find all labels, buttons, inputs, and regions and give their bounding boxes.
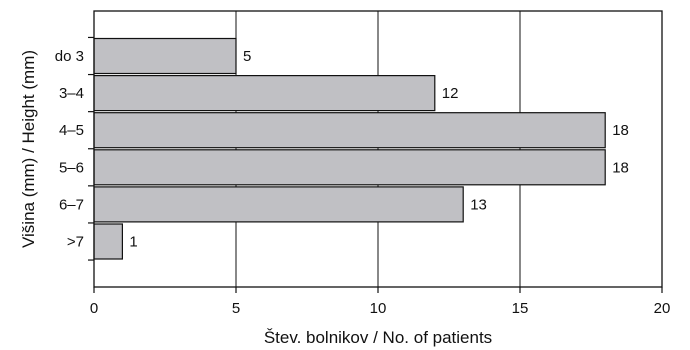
value-label-1: 12: [442, 85, 459, 102]
value-label-5: 1: [129, 234, 137, 251]
bar-0: [93, 37, 237, 75]
value-label-0: 5: [243, 48, 251, 65]
bar-2: [93, 112, 606, 149]
bar-4: [93, 186, 464, 223]
x-tick-label-15: 15: [512, 300, 529, 317]
value-label-4: 13: [470, 196, 487, 213]
bar-5: [93, 223, 123, 260]
category-label-1: 3–4: [59, 85, 84, 102]
x-tick-label-20: 20: [654, 300, 671, 317]
category-label-0: do 3: [55, 48, 84, 65]
axis-ticks: [88, 36, 663, 293]
x-tick-label-0: 0: [90, 300, 98, 317]
category-label-5: >7: [67, 234, 84, 251]
category-label-4: 6–7: [59, 196, 84, 213]
value-label-2: 18: [612, 122, 629, 139]
bars: [93, 37, 606, 260]
x-axis-label: Štev. bolnikov / No. of patients: [264, 328, 492, 347]
x-tick-label-10: 10: [370, 300, 387, 317]
category-label-2: 4–5: [59, 122, 84, 139]
value-label-3: 18: [612, 159, 629, 176]
category-label-3: 5–6: [59, 159, 84, 176]
x-tick-label-5: 5: [232, 300, 240, 317]
bar-3: [93, 149, 606, 186]
bar-1: [93, 74, 436, 112]
y-axis-label: Višina (mm) / Height (mm): [19, 50, 38, 248]
grid-lines: [235, 11, 521, 287]
labels: 0 5 10 15 20 do 3 5 3–4 12 4–5 18 5–6 18 6–7 13 >7 1: [55, 48, 671, 317]
